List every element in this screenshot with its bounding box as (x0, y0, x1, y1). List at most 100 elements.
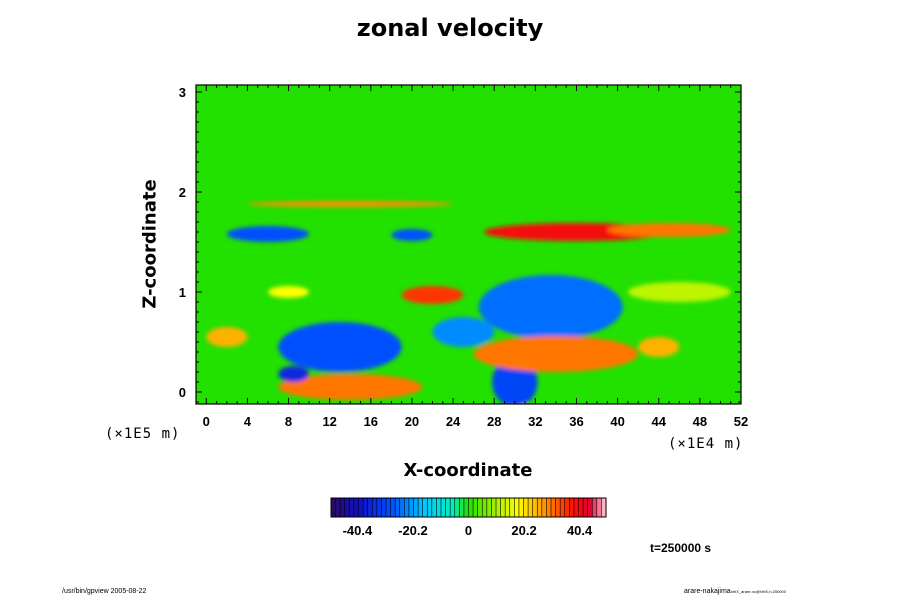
velocity-feature-3 (478, 275, 623, 339)
colorbar-segment (349, 498, 355, 517)
x-tick-label: 52 (734, 414, 748, 429)
velocity-feature-15 (432, 317, 495, 347)
colorbar-segment (505, 498, 511, 517)
colorbar-segment (413, 498, 419, 517)
footer-left: /usr/bin/gpview 2005-08-22 (62, 588, 147, 595)
colorbar-segment (404, 498, 410, 517)
x-tick-label: 8 (285, 414, 292, 429)
footer-right-main: arare-nakajima (684, 588, 731, 595)
colorbar-segment (386, 498, 392, 517)
y-tick-label: 1 (179, 285, 186, 300)
velocity-feature-13 (226, 226, 310, 242)
colorbar-segment (587, 498, 593, 517)
colorbar-segment (431, 498, 438, 517)
x-tick-label: 32 (528, 414, 542, 429)
x-tick-label: 48 (693, 414, 707, 429)
colorbar-tick-label: 0 (465, 523, 472, 538)
velocity-features (206, 201, 731, 404)
colorbar-segment (546, 498, 552, 517)
colorbar-segment (551, 498, 557, 517)
velocity-feature-7 (473, 336, 639, 372)
colorbar: -40.4 -20.2 0 20.2 40.4 (330, 497, 607, 538)
y-axis-label: Z-coordinate (139, 179, 161, 309)
y-axis: 0 1 2 3 (179, 85, 741, 403)
x-tick-label: 4 (244, 414, 252, 429)
velocity-feature-18 (247, 201, 454, 207)
x-tick-label: 24 (446, 414, 461, 429)
colorbar-segment (500, 498, 506, 517)
colorbar-segment (578, 498, 584, 517)
colorbar-segment (509, 498, 515, 517)
colorbar-segment (376, 498, 383, 517)
colorbar-segment (537, 498, 543, 517)
x-scale-note: (×1E4 m) (668, 436, 744, 452)
colorbar-tick-label: 20.2 (511, 523, 536, 538)
time-label: t=250000 s (650, 541, 712, 555)
colorbar-tick-label: 40.4 (567, 523, 593, 538)
colorbar-segment (601, 498, 607, 517)
x-tick-label: 0 (203, 414, 210, 429)
velocity-feature-16 (638, 337, 680, 357)
velocity-feature-11 (278, 322, 402, 372)
x-tick-label: 28 (487, 414, 501, 429)
velocity-feature-12 (278, 366, 310, 382)
x-tick-label: 12 (322, 414, 336, 429)
y-tick-label: 0 (179, 385, 186, 400)
colorbar-segment (390, 498, 396, 517)
colorbar-segment (441, 498, 447, 517)
colorbar-segment (454, 498, 460, 517)
chart-title: zonal velocity (356, 14, 544, 42)
colorbar-segment (367, 498, 373, 517)
colorbar-segment (596, 498, 603, 517)
colorbar-segment (560, 498, 566, 517)
colorbar-segment (445, 498, 451, 517)
colorbar-segment (532, 498, 538, 517)
colorbar-segment (468, 498, 474, 517)
x-tick-label: 16 (364, 414, 378, 429)
footer-right-small: VelX_arare.nc@VelX,t=250000 (730, 589, 787, 594)
velocity-feature-9 (607, 223, 731, 237)
velocity-feature-10 (401, 286, 464, 304)
colorbar-segment (353, 498, 360, 517)
colorbar-segment (358, 498, 364, 517)
footer-right: arare-nakajimaVelX_arare.nc@VelX,t=25000… (684, 588, 786, 595)
colorbar-tick-label: -20.2 (398, 523, 428, 538)
colorbar-segment (363, 498, 369, 517)
x-axis: 0 4 8 12 16 20 24 28 32 36 40 44 48 52 (203, 85, 748, 429)
velocity-feature-20 (627, 282, 731, 302)
colorbar-segment (473, 498, 479, 517)
x-tick-label: 40 (610, 414, 624, 429)
colorbar-segment (372, 498, 378, 517)
colorbar-segment (564, 498, 570, 517)
colorbar-segment (422, 498, 428, 517)
colorbar-segment (569, 498, 575, 517)
colorbar-segment (395, 498, 401, 517)
y-scale-note: (×1E5 m) (105, 426, 181, 442)
colorbar-segment (331, 498, 337, 517)
colorbar-tick-label: -40.4 (343, 523, 373, 538)
colorbar-segment (528, 498, 534, 517)
colorbar-segment (514, 498, 520, 517)
y-tick-label: 2 (179, 185, 186, 200)
colorbar-segment (459, 498, 465, 517)
colorbar-segment (436, 498, 442, 517)
colorbar-segment (555, 498, 561, 517)
colorbar-segment (450, 498, 456, 517)
colorbar-segment (418, 498, 424, 517)
colorbar-segment (463, 498, 470, 517)
colorbar-segment (541, 498, 548, 517)
colorbar-segment (381, 498, 387, 517)
colorbar-segment (340, 498, 346, 517)
velocity-feature-19 (206, 327, 248, 347)
y-tick-label: 3 (179, 85, 186, 100)
colorbar-segment (427, 498, 433, 517)
colorbar-segment (523, 498, 529, 517)
colorbar-segment (408, 498, 415, 517)
colorbar-segment (573, 498, 580, 517)
colorbar-segment (592, 498, 598, 517)
colorbar-segment (344, 498, 350, 517)
heatmap-field (196, 85, 741, 404)
colorbar-segment (482, 498, 488, 517)
velocity-feature-17 (267, 286, 310, 298)
